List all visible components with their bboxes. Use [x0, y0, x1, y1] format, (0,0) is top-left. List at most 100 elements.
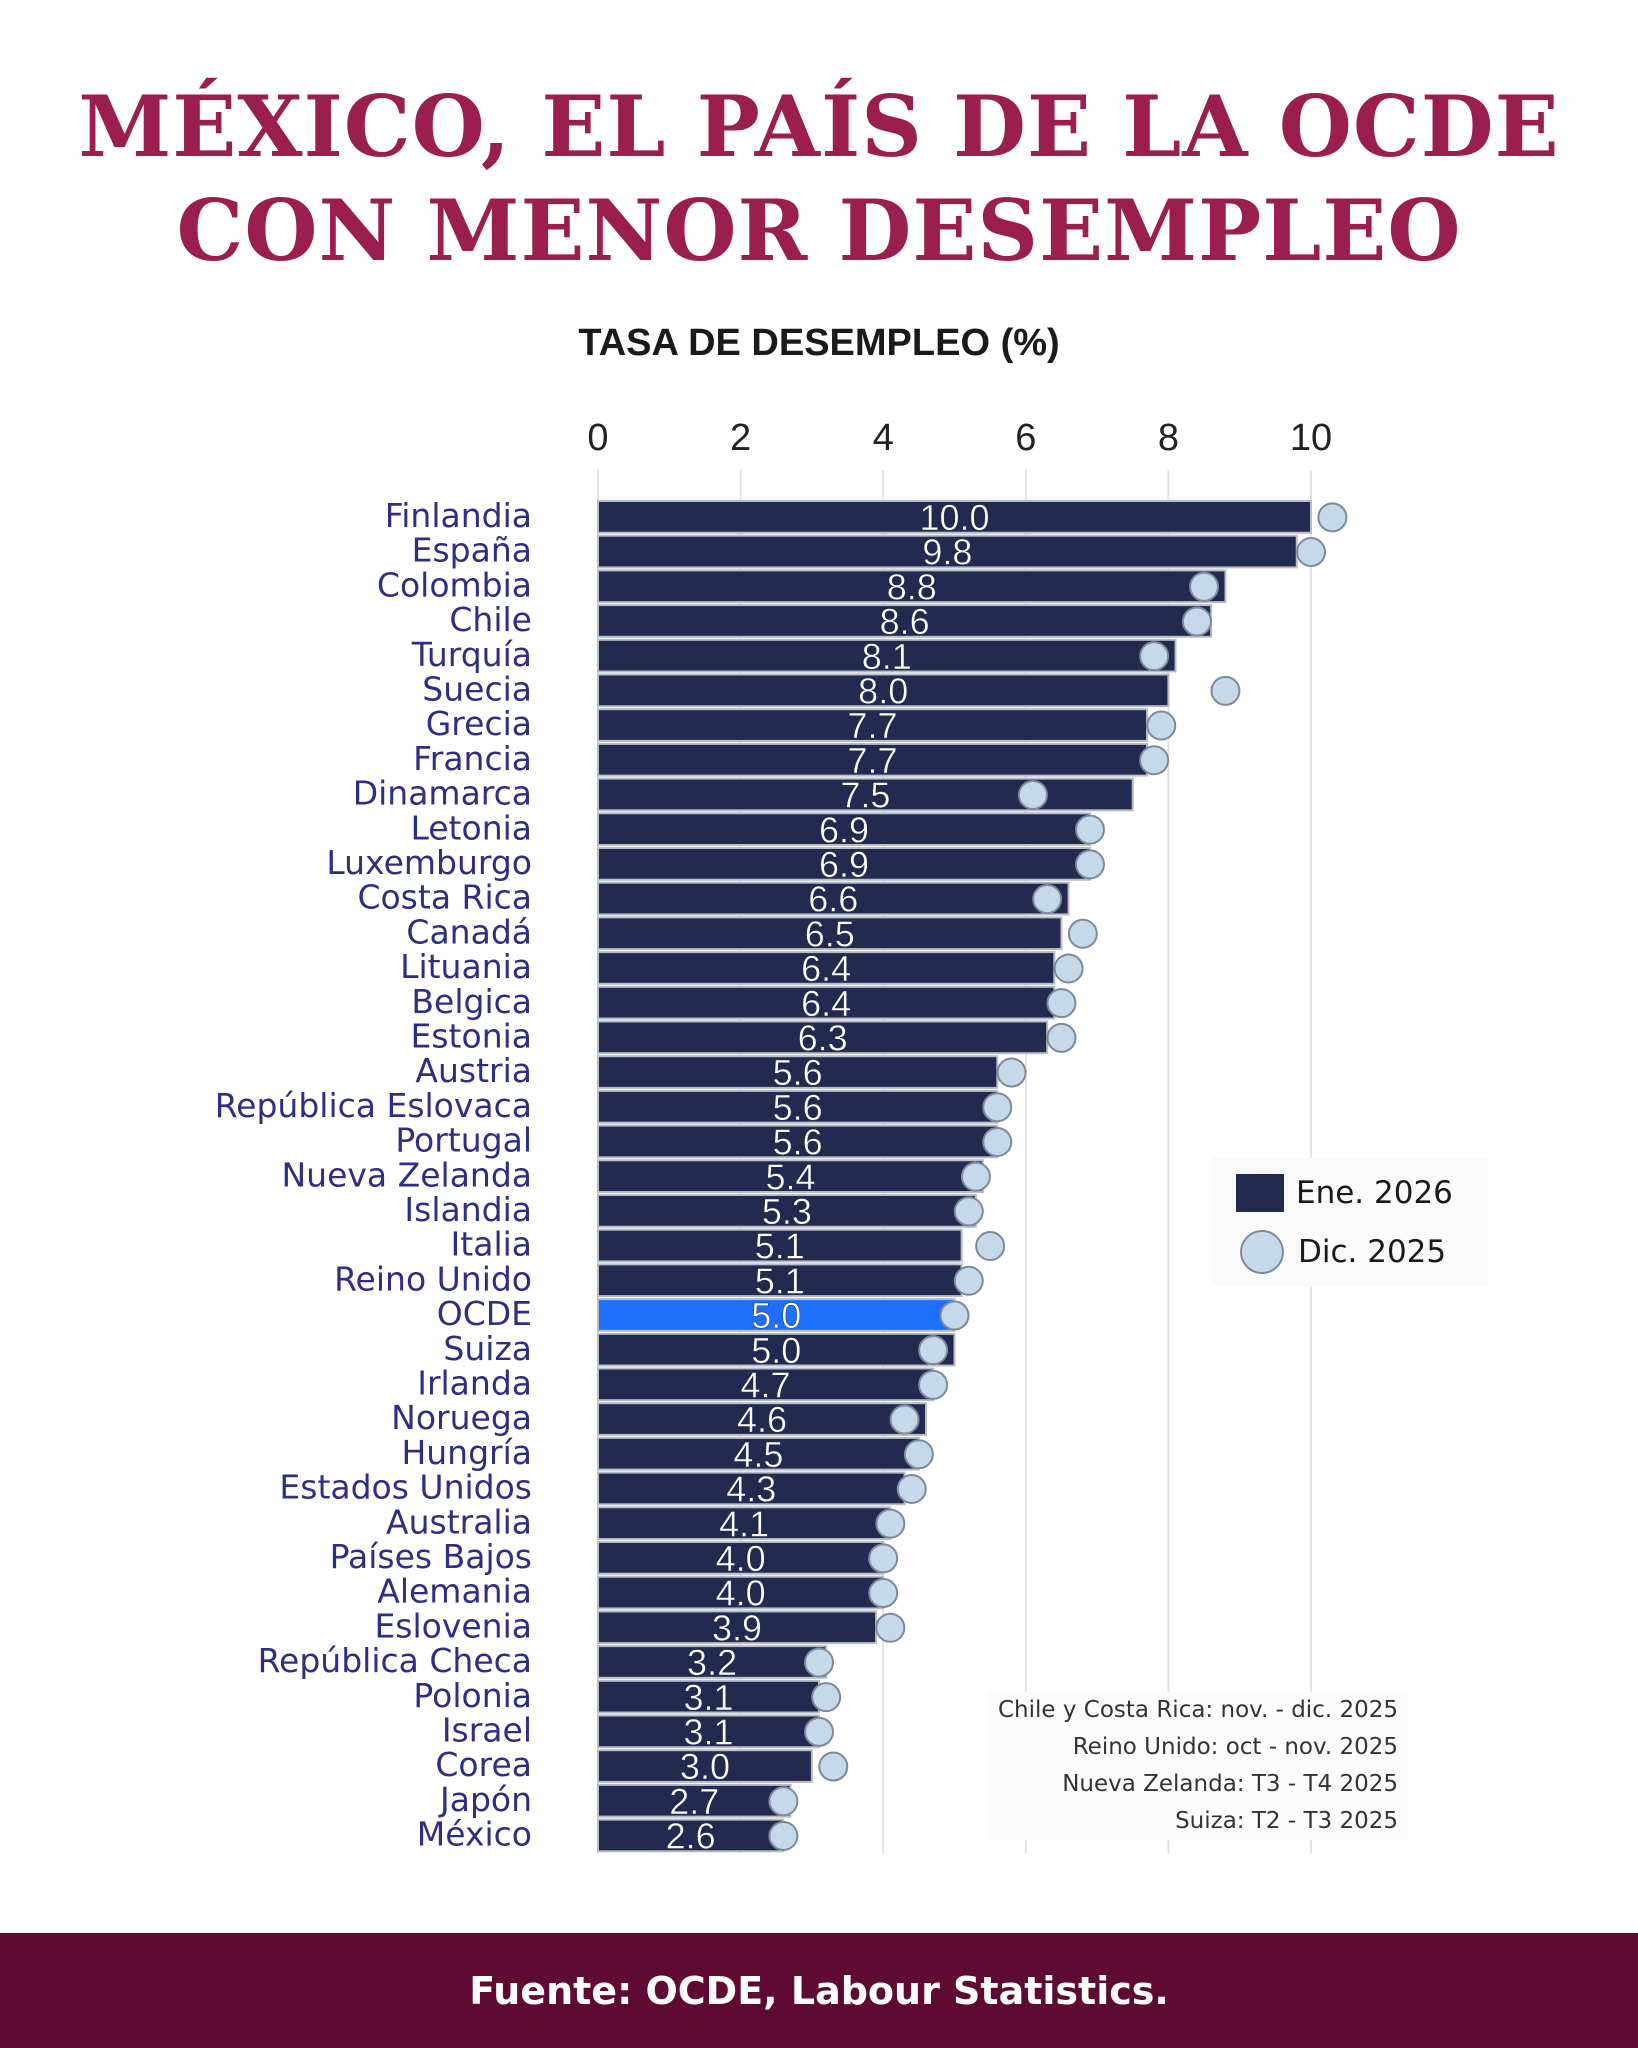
bar-Finlandia	[597, 500, 1312, 534]
dot-Hungría	[903, 1439, 934, 1470]
bar-value-label: 6.6	[808, 879, 858, 920]
category-label: Finlandia	[385, 496, 532, 535]
bar-value-label: 5.6	[773, 1122, 823, 1163]
bar-Suiza	[597, 1332, 956, 1367]
legend-label: Ene. 2026	[1296, 1175, 1453, 1211]
category-label: Israel	[442, 1711, 532, 1750]
bar-value-label: 3.1	[683, 1712, 733, 1753]
bar-value-label: 6.4	[801, 983, 851, 1024]
dot-México	[768, 1820, 799, 1851]
x-tick-label: 6	[1015, 417, 1036, 459]
category-label: México	[417, 1815, 532, 1854]
bar-value-label: 6.9	[819, 844, 869, 885]
dot-Australia	[875, 1508, 906, 1539]
bar-value-label: 5.3	[762, 1191, 812, 1232]
category-label: Canadá	[406, 912, 532, 951]
bar-value-label: 6.3	[798, 1018, 848, 1059]
dot-Suecia	[1210, 675, 1241, 706]
bar-value-label: 7.7	[847, 740, 897, 781]
bar-Italia	[597, 1228, 963, 1263]
legend-dot-swatch	[1240, 1230, 1284, 1274]
category-label: Costa Rica	[357, 878, 532, 917]
legend-bar-swatch	[1236, 1174, 1284, 1212]
bar-Países Bajos	[597, 1541, 885, 1575]
legend: Ene. 2026 Dic. 2025	[1212, 1158, 1488, 1286]
bar-value-label: 8.0	[858, 671, 908, 712]
dot-Israel	[804, 1716, 835, 1747]
bar-value-label: 5.4	[765, 1156, 815, 1197]
dot-Francia	[1139, 745, 1170, 776]
dot-Nueva Zelanda	[960, 1161, 991, 1192]
bar-Noruega	[597, 1402, 927, 1436]
bar-value-label: 9.8	[922, 532, 972, 573]
category-label: Suiza	[443, 1329, 532, 1368]
bar-Estonia	[597, 1020, 1049, 1055]
dot-Colombia	[1189, 571, 1220, 602]
dot-Austria	[996, 1057, 1027, 1088]
source-footer: Fuente: OCDE, Labour Statistics.	[0, 1933, 1638, 2048]
bar-Polonia	[597, 1679, 821, 1714]
category-label: Hungría	[401, 1433, 532, 1472]
bar-value-label: 3.9	[712, 1607, 762, 1648]
bar-República Checa	[597, 1645, 828, 1679]
bar-Lituania	[597, 951, 1056, 985]
category-label: Austria	[415, 1051, 532, 1090]
legend-item-dot: Dic. 2025	[1236, 1230, 1446, 1274]
category-label: Turquía	[411, 635, 532, 674]
bar-Japón	[597, 1783, 792, 1818]
x-tick-label: 4	[873, 417, 894, 459]
dot-Chile	[1181, 606, 1212, 637]
category-label: Eslovenia	[374, 1606, 532, 1645]
dot-Luxemburgo	[1074, 849, 1105, 880]
category-label: Alemania	[377, 1572, 532, 1611]
bar-value-label: 7.5	[840, 775, 890, 816]
bar-value-label: 5.1	[755, 1260, 805, 1301]
bar-value-label: 2.6	[666, 1816, 716, 1857]
category-label: Belgica	[411, 982, 532, 1021]
bar-value-label: 4.1	[719, 1503, 769, 1544]
dot-Noruega	[889, 1404, 920, 1435]
category-label: Francia	[413, 739, 532, 778]
category-label: España	[412, 531, 532, 570]
note: Chile y Costa Rica: nov. - dic. 2025	[997, 1697, 1398, 1723]
category-label: Reino Unido	[334, 1259, 532, 1298]
bar-value-label: 5.1	[755, 1226, 805, 1267]
category-label: Portugal	[395, 1121, 532, 1160]
dot-Finlandia	[1317, 502, 1348, 533]
bar-value-label: 6.4	[801, 948, 851, 989]
legend-item-bar: Ene. 2026	[1236, 1174, 1453, 1212]
dot-Grecia	[1146, 710, 1177, 741]
dot-Japón	[768, 1786, 799, 1817]
dot-Estados Unidos	[896, 1473, 927, 1504]
category-label: Corea	[435, 1745, 532, 1784]
dot-Alemania	[868, 1578, 899, 1609]
category-label: Irlanda	[417, 1364, 532, 1403]
bar-Israel	[597, 1714, 821, 1749]
category-label: Chile	[449, 600, 532, 639]
category-label: República Eslovaca	[215, 1086, 532, 1125]
bar-value-label: 7.7	[847, 705, 897, 746]
category-label: Luxemburgo	[326, 843, 532, 882]
dot-Eslovenia	[875, 1612, 906, 1643]
bar-value-label: 3.0	[680, 1746, 730, 1787]
category-label: Italia	[451, 1225, 532, 1264]
bar-Costa Rica	[597, 881, 1070, 916]
bar-value-label: 6.5	[805, 913, 855, 954]
dot-Lituania	[1053, 953, 1084, 984]
bar-Canadá	[597, 916, 1063, 951]
category-label: Islandia	[404, 1190, 532, 1229]
bar-Corea	[597, 1749, 813, 1783]
category-label: Japón	[438, 1780, 532, 1819]
dot-Belgica	[1046, 988, 1077, 1019]
chart-title: TASA DE DESEMPLEO (%)	[578, 322, 1060, 364]
dot-Italia	[975, 1231, 1006, 1262]
note: Suiza: T2 - T3 2025	[1175, 1808, 1398, 1834]
bar-México	[597, 1818, 785, 1853]
dot-Estonia	[1046, 1022, 1077, 1053]
bar-value-label: 4.6	[737, 1399, 787, 1440]
category-label: Países Bajos	[330, 1537, 532, 1576]
dot-Costa Rica	[1032, 884, 1063, 915]
note: Reino Unido: oct - nov. 2025	[1072, 1734, 1398, 1760]
bar-value-label: 4.0	[716, 1573, 766, 1614]
dot-Dinamarca	[1017, 779, 1048, 810]
